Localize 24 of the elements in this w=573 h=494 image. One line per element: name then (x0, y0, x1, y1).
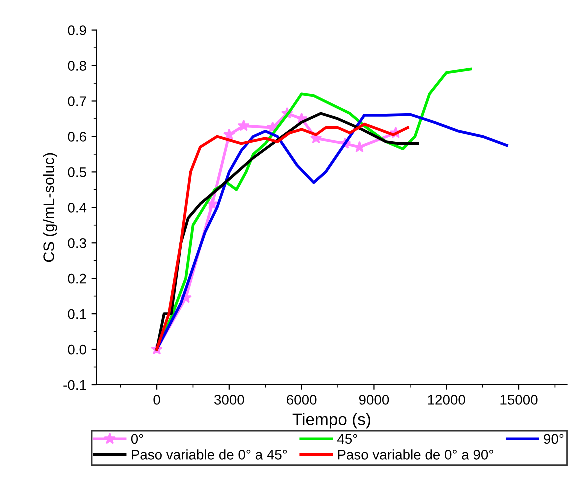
x-tick-label: 15000 (500, 395, 538, 405)
x-axis-title: Tiempo (s) (292, 413, 370, 429)
legend-label: Paso variable de 0° a 90° (338, 450, 494, 460)
y-tick-label: 0.3 (68, 238, 86, 248)
y-axis-title: CS (g/mL-soluc) (43, 153, 58, 262)
legend-label: 90° (544, 434, 564, 444)
legend-label: 0° (131, 434, 144, 444)
y-tick-label: 0.4 (68, 202, 87, 213)
y-tick-label: 0.9 (68, 26, 86, 36)
legend-label: 45° (338, 434, 358, 444)
y-tick-label: 0.0 (68, 344, 86, 355)
x-tick-label: 9000 (359, 395, 390, 405)
x-tick-label: 3000 (214, 395, 244, 405)
legend-label: Paso variable de 0° a 45° (132, 450, 288, 460)
y-tick-label: 0.7 (68, 96, 86, 106)
x-tick-label: 0 (154, 395, 160, 405)
y-tick-label: 0.1 (68, 309, 86, 320)
y-tick-label: 0.8 (68, 61, 86, 71)
y-tick-label: 0.2 (68, 274, 86, 284)
y-tick-label: 0.5 (68, 168, 86, 178)
y-tick-label: -0.1 (64, 380, 86, 390)
x-tick-label: 6000 (287, 395, 317, 405)
y-tick-label: 0.6 (68, 132, 86, 142)
x-tick-label: 12000 (428, 395, 466, 405)
